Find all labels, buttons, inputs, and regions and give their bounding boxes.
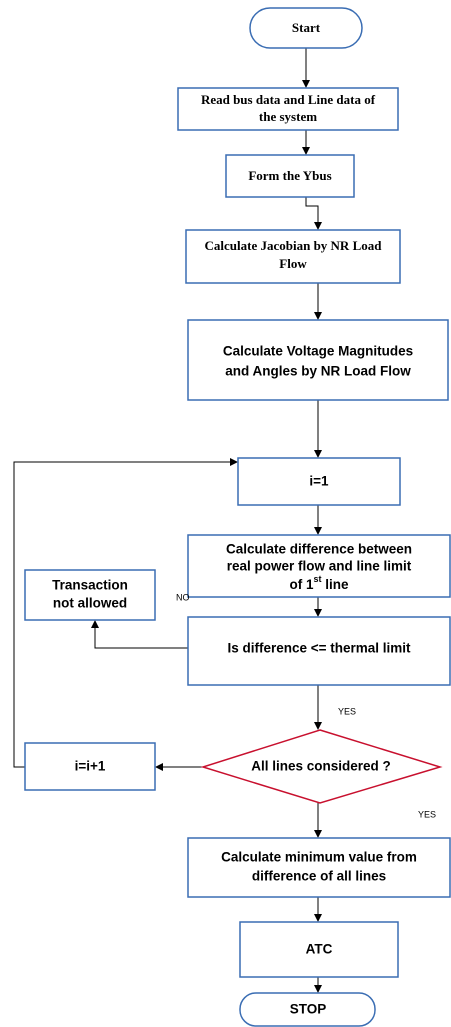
node-label: Start xyxy=(292,20,321,35)
node-label: i=i+1 xyxy=(75,759,106,774)
node-label: i=1 xyxy=(309,474,329,489)
start-terminal xyxy=(249,7,363,49)
process-box xyxy=(185,229,401,284)
process-box xyxy=(225,154,355,198)
node-label: Read bus data and Line data of xyxy=(201,92,376,107)
node-label: Is difference <= thermal limit xyxy=(227,641,411,656)
label-part: of 1 xyxy=(289,577,313,592)
node-label: Form the Ybus xyxy=(248,168,331,183)
arrow xyxy=(91,620,188,649)
node-label: Transaction xyxy=(52,578,128,593)
node-label: Calculate minimum value from xyxy=(221,850,417,865)
process-box xyxy=(177,87,399,131)
connectors xyxy=(13,48,322,993)
process-box xyxy=(187,837,451,898)
node-label: Calculate Voltage Magnitudes xyxy=(223,344,413,359)
node-label: not allowed xyxy=(53,596,127,611)
label-part: line xyxy=(322,577,349,592)
node-label: STOP xyxy=(290,1002,327,1017)
node-label: ATC xyxy=(306,942,333,957)
stop-terminal xyxy=(239,992,376,1027)
process-box xyxy=(187,534,451,598)
process-box xyxy=(24,569,156,621)
edge-label: NO xyxy=(176,592,190,602)
edge-label: YES xyxy=(338,706,356,716)
process-box xyxy=(187,319,449,401)
process-box xyxy=(239,921,399,978)
node-label: Calculate difference between xyxy=(226,542,412,557)
process-box xyxy=(237,457,401,506)
node-label: of 1st line xyxy=(289,574,349,591)
process-box xyxy=(187,616,451,686)
node-label: Flow xyxy=(279,256,307,271)
node-label: real power flow and line limit xyxy=(227,559,412,574)
node-label: difference of all lines xyxy=(252,869,386,884)
node-label: All lines considered ? xyxy=(251,759,391,774)
node-label: Calculate Jacobian by NR Load xyxy=(205,238,383,253)
node-label: the system xyxy=(259,109,317,124)
arrow xyxy=(305,197,322,230)
superscript: st xyxy=(313,574,321,584)
arrow xyxy=(13,458,238,768)
decision-diamond xyxy=(200,729,443,804)
process-box xyxy=(24,742,156,791)
node-label: and Angles by NR Load Flow xyxy=(225,364,411,379)
edge-label: YES xyxy=(418,809,436,819)
